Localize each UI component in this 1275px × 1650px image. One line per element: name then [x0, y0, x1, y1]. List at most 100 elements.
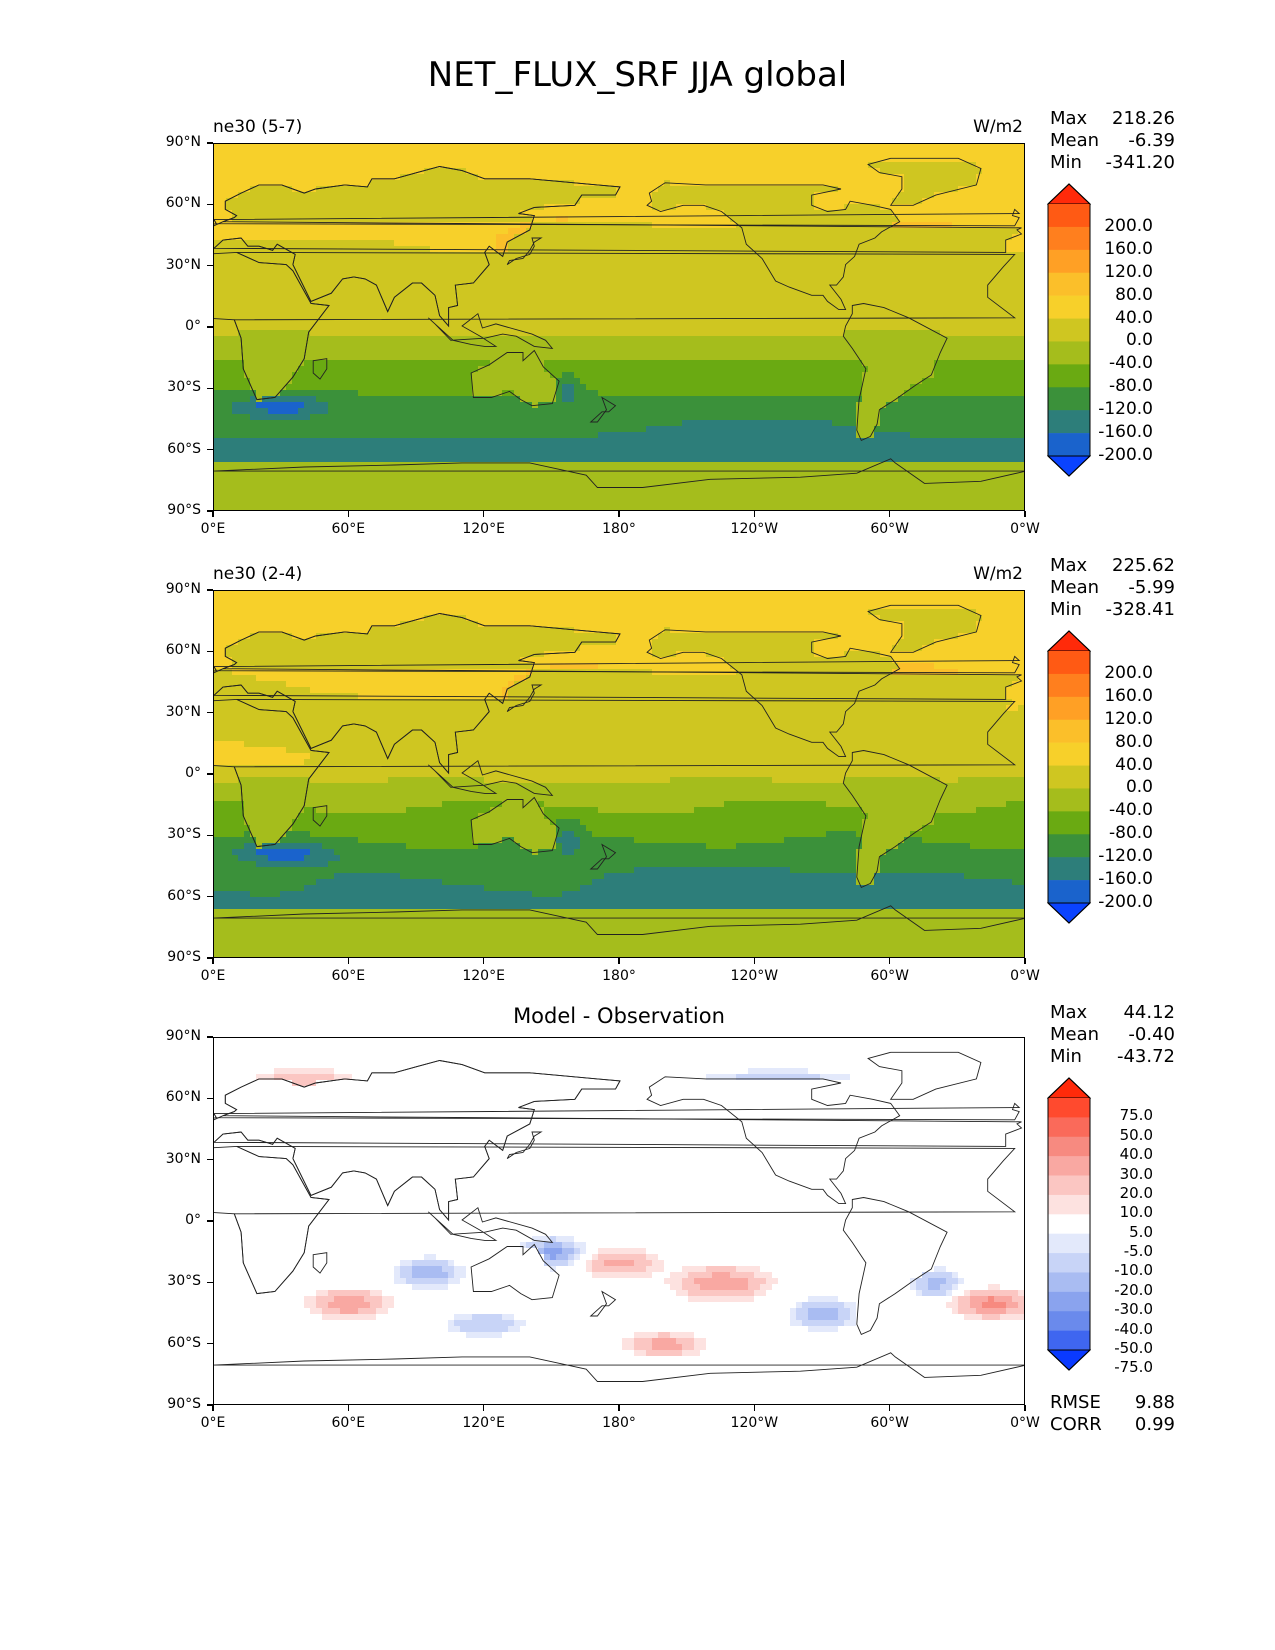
contour-cell [964, 324, 971, 331]
contour-cell [850, 324, 857, 331]
contour-cell [1000, 288, 1007, 295]
contour-cell [400, 210, 407, 217]
contour-cell [670, 348, 677, 355]
contour-cell [220, 228, 227, 235]
contour-cell [760, 144, 767, 151]
contour-cell [814, 270, 821, 277]
contour-cell [226, 204, 233, 211]
contour-cell [874, 324, 881, 331]
contour-cell [820, 342, 827, 349]
contour-cell [286, 174, 293, 181]
contour-cell [778, 276, 785, 283]
contour-cell [724, 144, 731, 151]
contour-cell [550, 270, 557, 277]
contour-cell [490, 360, 497, 367]
contour-cell [934, 324, 941, 331]
contour-cell [268, 156, 275, 163]
contour-cell [502, 276, 509, 283]
contour-cell [796, 354, 803, 361]
contour-cell [862, 240, 869, 247]
contour-cell [604, 270, 611, 277]
contour-cell [448, 240, 455, 247]
contour-cell [952, 198, 959, 205]
contour-cell [346, 318, 353, 325]
contour-cell [352, 306, 359, 313]
contour-cell [808, 174, 815, 181]
contour-cell [760, 348, 767, 355]
contour-cell [574, 306, 581, 313]
contour-cell [814, 156, 821, 163]
contour-cell [664, 294, 671, 301]
contour-cell [526, 318, 533, 325]
contour-cell [934, 186, 941, 193]
contour-cell [880, 324, 887, 331]
contour-cell [946, 330, 953, 337]
contour-cell [244, 270, 251, 277]
contour-cell [988, 240, 995, 247]
contour-cell [448, 228, 455, 235]
contour-cell [784, 204, 791, 211]
contour-cell [1024, 342, 1025, 349]
contour-cell [730, 330, 737, 337]
contour-cell [688, 294, 695, 301]
contour-cell [844, 282, 851, 289]
contour-cell [436, 216, 443, 223]
contour-cell [298, 186, 305, 193]
contour-cell [286, 186, 293, 193]
contour-cell [328, 180, 335, 187]
contour-cell [586, 210, 593, 217]
contour-cell [370, 222, 377, 229]
contour-cell [928, 270, 935, 277]
contour-cell [736, 144, 743, 151]
contour-cell [1018, 198, 1024, 205]
contour-cell [220, 300, 227, 307]
contour-cell [232, 354, 239, 361]
contour-cell [520, 198, 527, 205]
contour-cell [364, 234, 371, 241]
contour-cell [724, 258, 731, 265]
contour-cell [622, 144, 629, 151]
contour-cell [232, 156, 239, 163]
contour-cell [436, 174, 443, 181]
contour-cell [214, 186, 221, 193]
contour-cell [724, 228, 731, 235]
contour-cell [274, 294, 281, 301]
contour-cell [244, 174, 251, 181]
contour-cell [904, 192, 911, 199]
contour-cell [1006, 258, 1013, 265]
contour-cell [406, 318, 413, 325]
contour-cell [634, 258, 641, 265]
contour-cell [616, 312, 623, 319]
contour-cell [538, 342, 545, 349]
contour-cell [244, 330, 251, 337]
contour-cell [988, 168, 995, 175]
contour-cell [892, 168, 899, 175]
contour-cell [418, 312, 425, 319]
contour-cell [562, 336, 569, 343]
contour-cell [832, 336, 839, 343]
contour-cell [220, 240, 227, 247]
contour-cell [520, 348, 527, 355]
contour-cell [784, 162, 791, 169]
contour-cell [832, 168, 839, 175]
contour-cell [724, 198, 731, 205]
contour-cell [688, 162, 695, 169]
contour-cell [712, 318, 719, 325]
contour-cell [898, 270, 905, 277]
contour-cell [676, 342, 683, 349]
contour-cell [910, 300, 917, 307]
contour-cell [580, 186, 587, 193]
contour-cell [466, 348, 473, 355]
contour-cell [946, 282, 953, 289]
contour-cell [748, 354, 755, 361]
contour-cell [292, 312, 299, 319]
contour-cell [214, 270, 221, 277]
contour-cell [742, 336, 749, 343]
contour-cell [886, 246, 893, 253]
contour-cell [616, 300, 623, 307]
contour-cell [568, 276, 575, 283]
contour-cell [940, 312, 947, 319]
contour-cell [514, 192, 521, 199]
contour-cell [754, 186, 761, 193]
contour-cell [598, 186, 605, 193]
